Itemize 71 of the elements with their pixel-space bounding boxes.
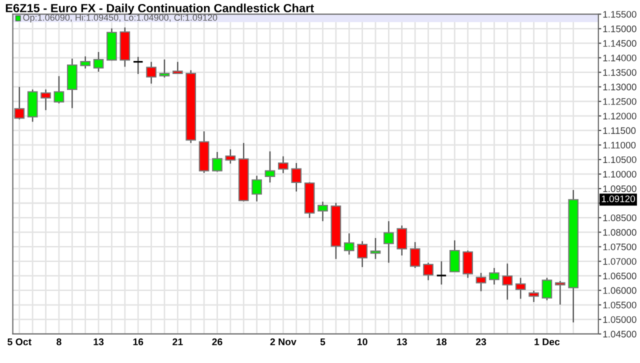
candlestick: [554, 280, 566, 306]
candlestick: [384, 220, 394, 264]
x-tick-label: 18: [436, 338, 447, 346]
candlestick: [396, 224, 408, 256]
y-tick-label: 1.15000: [603, 26, 636, 32]
candlestick: [542, 277, 552, 301]
candlestick: [291, 162, 302, 192]
candlestick: [528, 290, 539, 303]
y-tick-label: 1.13000: [603, 84, 636, 90]
candlestick: [225, 148, 236, 164]
y-tick-label: 1.12000: [603, 112, 636, 120]
chart-title: E6Z15 - Euro FX - Daily Continuation Candlestick Chart: [6, 4, 314, 15]
candlestick: [476, 272, 486, 292]
y-tick-label: 1.06000: [603, 287, 636, 294]
x-tick-label: 23: [476, 338, 486, 346]
x-tick-label: 13: [397, 338, 407, 346]
candlestick: [462, 250, 473, 278]
y-tick-label: 1.08500: [603, 214, 636, 222]
y-tick-label: 1.11500: [603, 127, 636, 134]
candlestick: [40, 88, 51, 111]
y-tick-label: 1.10500: [603, 156, 636, 164]
candlestick: [489, 267, 500, 286]
candlestick: [515, 277, 526, 300]
y-tick-label: 1.14500: [603, 40, 636, 47]
x-tick-label: 5: [320, 338, 326, 346]
candlestick: [252, 175, 262, 202]
x-tick-label: 21: [172, 338, 183, 346]
candlestick: [449, 240, 460, 272]
candlestick: [93, 51, 104, 72]
candlestick: [14, 86, 25, 120]
y-tick-label: 1.09500: [603, 185, 636, 192]
candlestick: [159, 58, 170, 78]
candlestick: [264, 150, 276, 184]
y-tick-label: 1.14000: [603, 54, 636, 62]
y-tick-label: 1.04500: [603, 330, 636, 338]
text: 1.09120: [602, 195, 635, 202]
y-tick-label: 1.07500: [603, 244, 636, 250]
annotation: Op:1.06090, Hi:1.09450, Lo:1.04900, Cl:1.09120: [23, 14, 218, 23]
y-tick-label: 1.05000: [603, 316, 636, 323]
x-tick-label: 5 Oct: [8, 338, 32, 346]
y-tick-label: 1.13500: [603, 69, 636, 76]
x-tick-label: 26: [212, 338, 222, 346]
y-tick-label: 1.08000: [603, 229, 636, 236]
candlestick: [410, 241, 420, 269]
x-tick-label: 16: [133, 338, 144, 346]
candlestick: [172, 61, 183, 75]
candlestick: [278, 156, 288, 174]
x-tick-label: 1 Dec: [534, 338, 560, 346]
candlestick: [80, 56, 91, 70]
candlestick: [212, 151, 222, 172]
candlestick: [344, 232, 354, 256]
candlestick: [146, 61, 156, 84]
y-tick-label: 1.07000: [603, 258, 636, 265]
candlestick: [423, 262, 434, 281]
candlestick: [357, 240, 368, 268]
x-tick-label: 2 Nov: [270, 338, 296, 346]
y-tick-label: 1.05500: [603, 302, 636, 308]
y-tick-label: 1.12500: [603, 98, 636, 105]
y-tick-label: 1.06500: [603, 272, 636, 280]
candlestick: [54, 75, 64, 104]
y-tick-label: 1.15500: [603, 10, 636, 18]
candlestick: [370, 237, 381, 260]
y-tick-label: 1.10000: [603, 170, 636, 178]
candlestick: [502, 262, 513, 300]
candlestick: [318, 201, 328, 222]
candlestick: [436, 260, 447, 286]
candlestick: [132, 56, 144, 75]
x-tick-label: 8: [56, 338, 62, 346]
y-tick-label: 1.11000: [603, 142, 636, 148]
x-tick-label: 13: [94, 338, 104, 346]
x-tick-label: 10: [358, 338, 368, 346]
